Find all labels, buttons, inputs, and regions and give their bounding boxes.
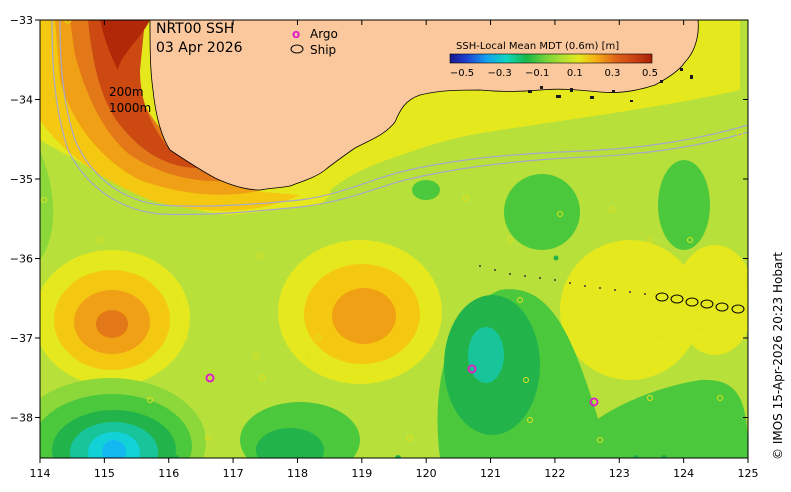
x-tick-label: 124 [673, 467, 694, 480]
colorbar-tick-label: −0.5 [450, 68, 474, 79]
x-tick-label: 114 [30, 467, 51, 480]
west-green-strip [40, 150, 54, 260]
credit-label: © IMOS 15-Apr-2026 20:23 Hobart [771, 252, 785, 460]
y-axis: −33 −34 −35 −36 −37 −38 [10, 14, 748, 425]
eddy-green-small [412, 180, 440, 200]
y-tick-label: −33 [10, 14, 33, 27]
ship-track [655, 292, 745, 314]
eddy-southeast-green [560, 379, 748, 458]
eddy-far-east-yellow [675, 245, 748, 355]
land-detail-specks [528, 68, 693, 102]
y-tick-label: −35 [10, 173, 33, 186]
title-line2: 03 Apr 2026 [156, 40, 243, 56]
y-tick-label: −34 [10, 94, 33, 107]
contour-200m [59, 20, 748, 207]
argo-symbol: o [292, 27, 300, 41]
colorbar-tick-label: −0.1 [525, 68, 549, 79]
x-tick-label: 121 [480, 467, 501, 480]
leeuwin-red-core [100, 20, 150, 70]
ship-label: Ship [310, 43, 336, 57]
plot-frame [39, 19, 749, 459]
eddy-green-north [504, 174, 580, 250]
colorbar-ticks: −0.5 −0.3 −0.1 0.1 0.3 0.5 [450, 68, 658, 79]
contour-1000m [51, 20, 748, 216]
contour-200m-label: 200m [109, 85, 144, 99]
colorbar-title: SSH-Local Mean MDT (0.6m) [m] [456, 41, 619, 52]
x-tick-label: 119 [351, 467, 372, 480]
y-tick-label: −38 [10, 412, 33, 425]
title-line1: NRT00 SSH [156, 21, 234, 37]
y-tick-label: −36 [10, 253, 33, 266]
float-markers [41, 20, 747, 443]
x-tick-label: 120 [416, 467, 437, 480]
colorbar-tick-label: 0.5 [642, 68, 658, 79]
colorbar-tick-label: 0.3 [604, 68, 620, 79]
x-tick-label: 117 [223, 467, 244, 480]
eddy-south-central-dark [256, 428, 324, 458]
colorbar [449, 53, 653, 64]
eddy-south-teal [468, 327, 504, 383]
x-tick-label: 123 [609, 467, 630, 480]
y-tick-label: −37 [10, 332, 33, 345]
argo-floats [205, 364, 599, 407]
colorbar-tick-label: −0.3 [487, 68, 511, 79]
eddy-centre-orange [332, 288, 396, 344]
x-tick-label: 115 [94, 467, 115, 480]
contour-1000m-label: 1000m [109, 101, 151, 115]
x-tick-label: 125 [738, 467, 759, 480]
x-tick-label: 118 [287, 467, 308, 480]
argo-label: Argo [310, 27, 338, 41]
colorbar-tick-label: 0.1 [567, 68, 583, 79]
eddy-west-dark-orange [96, 310, 128, 338]
float-dots-green [65, 255, 667, 458]
eddy-green-northeast [658, 160, 710, 250]
x-axis: 114 115 116 117 118 119 120 121 122 123 124 125 [30, 20, 759, 480]
shelf-green-band [330, 100, 748, 215]
x-tick-label: 122 [544, 467, 565, 480]
track-dots [479, 265, 646, 295]
ship-legend-icon [290, 44, 304, 54]
x-tick-label: 116 [158, 467, 179, 480]
eddy-east-yellow [560, 240, 700, 380]
eddy-southwest-blue [102, 440, 126, 458]
